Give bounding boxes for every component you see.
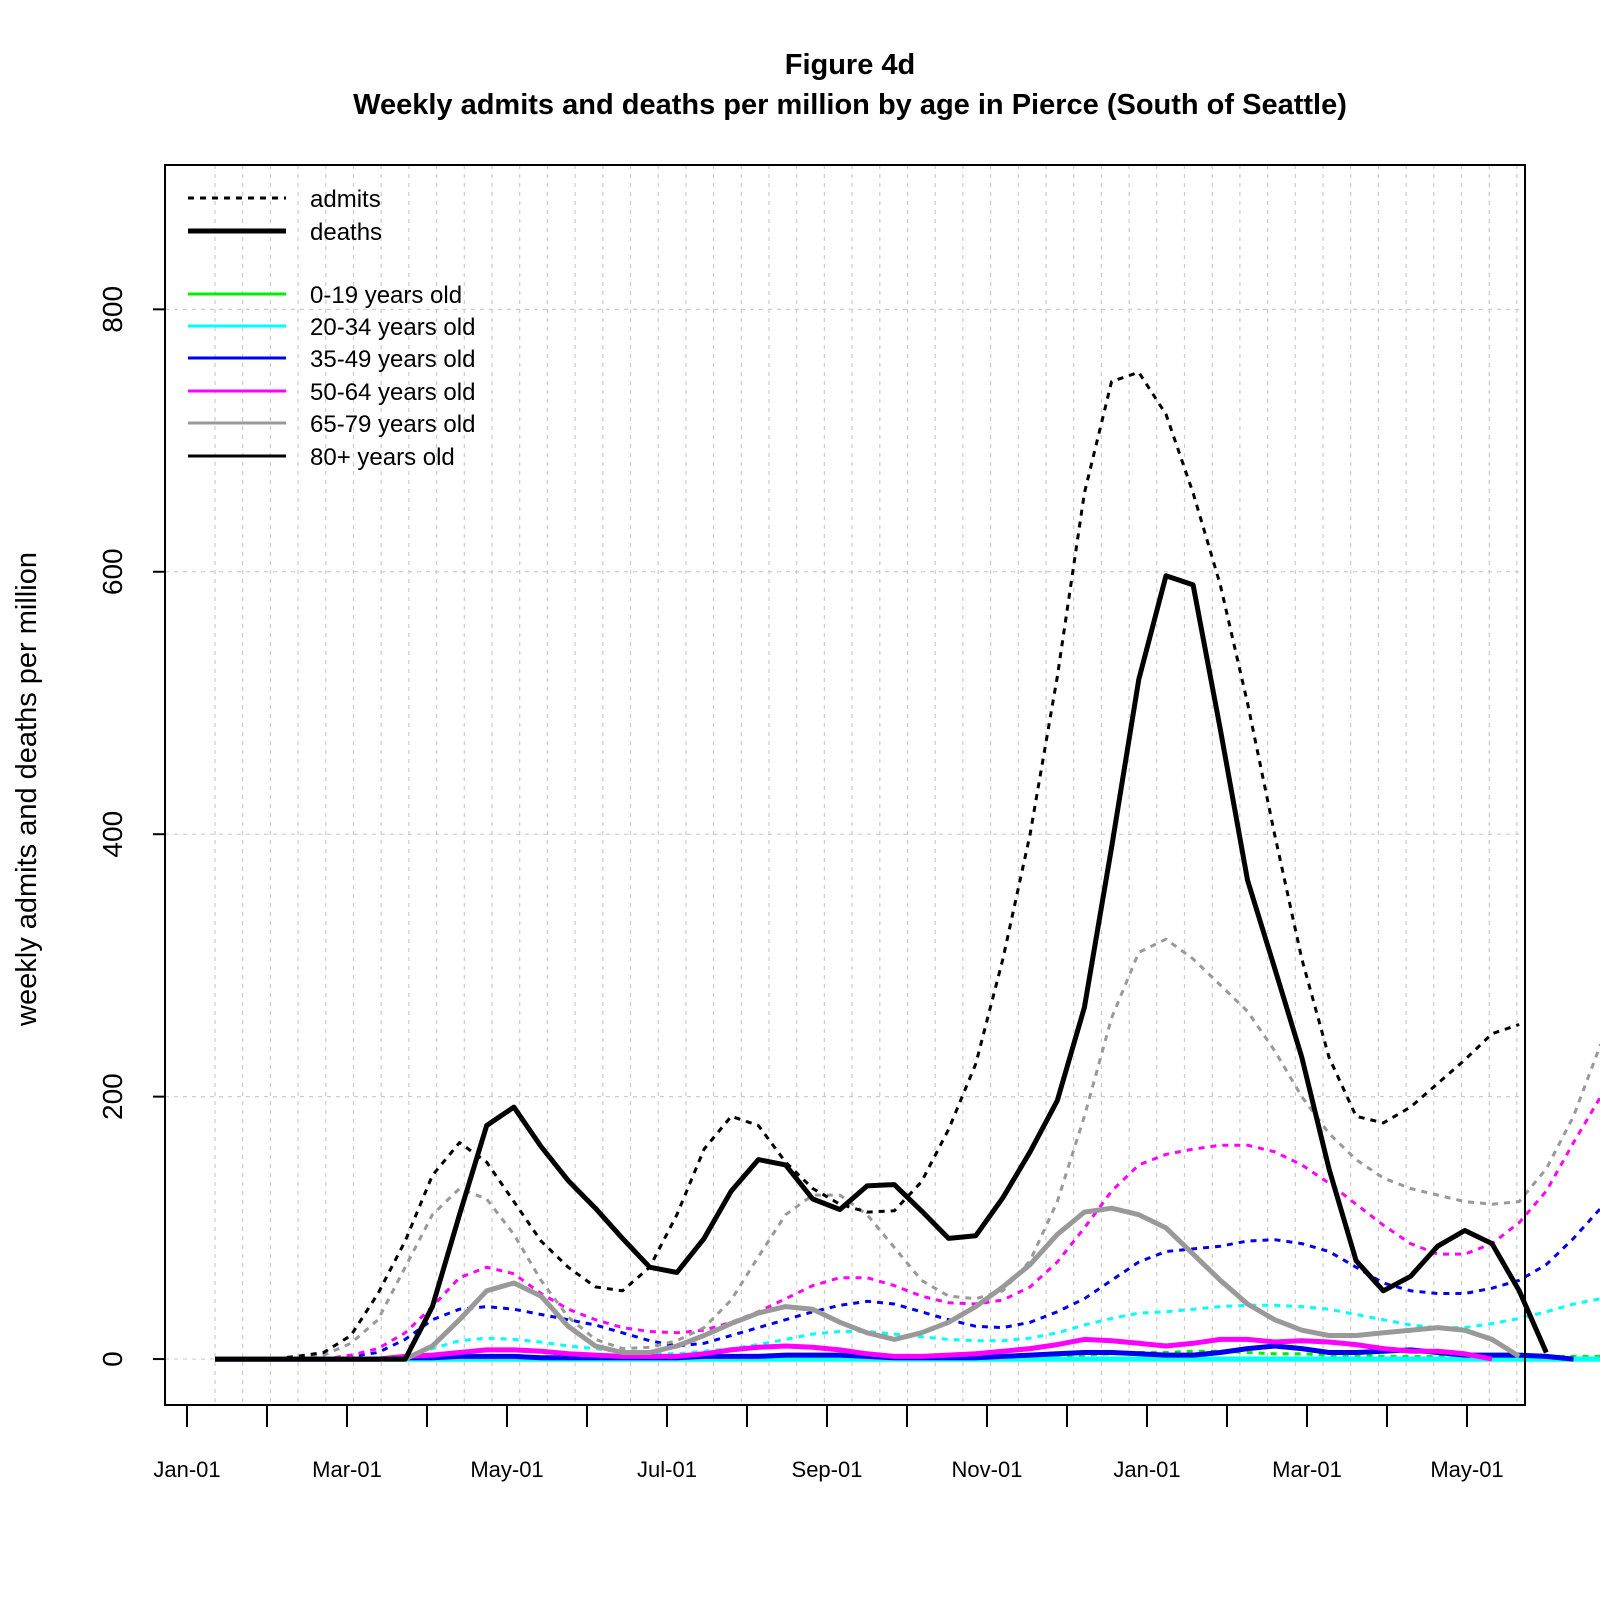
y-axis-label: weekly admits and deaths per million [11,552,43,1027]
admits-line-50-64-years-old [215,1094,1600,1361]
y-axis: 0 200 400 600 800 [97,286,165,1367]
legend-label-age-0-19: 0-19 years old [310,282,462,309]
deaths-line-50-64-years-old [215,1336,1493,1362]
x-tick-label: May-01 [1430,1457,1503,1482]
x-axis: Jan-01 Mar-01 May-01 Jul-01 Sep-01 Nov-01 Jan-… [153,1405,1504,1482]
chart-title: Figure 4d [785,49,916,81]
x-tick-label: Jan-01 [1113,1457,1180,1482]
admits-line-80-years-old [215,370,1520,1361]
y-tick-label: 800 [97,286,128,333]
chart-subtitle: Weekly admits and deaths per million by … [353,89,1347,121]
x-tick-label: Nov-01 [952,1457,1023,1482]
y-tick-label: 400 [97,811,128,858]
legend-label-age-80plus: 80+ years old [310,444,455,471]
legend-label-age-65-79: 65-79 years old [310,411,475,438]
x-tick-label: Sep-01 [792,1457,863,1482]
deaths-line-80-years-old [215,573,1549,1362]
plot-frame [164,164,1526,1406]
y-tick-label: 0 [97,1351,128,1367]
legend-label-age-20-34: 20-34 years old [310,314,475,341]
x-tick-label: May-01 [470,1457,543,1482]
deaths-line-65-79-years-old [215,1205,1521,1362]
x-tick-label: Jul-01 [637,1457,697,1482]
x-tick-label: Mar-01 [312,1457,382,1482]
admits-line-65-79-years-old [215,937,1600,1361]
x-tick-label: Mar-01 [1272,1457,1342,1482]
x-tick-label: Jan-01 [153,1457,220,1482]
y-tick-label: 200 [97,1073,128,1120]
legend-label-deaths: deaths [310,219,382,246]
y-tick-label: 600 [97,548,128,595]
legend-label-admits: admits [310,186,381,213]
deaths-series-group [215,573,1600,1362]
legend-label-age-50-64: 50-64 years old [310,379,475,406]
legend: admits deaths 0-19 years old 20-34 years… [188,186,475,471]
legend-label-age-35-49: 35-49 years old [310,346,475,373]
